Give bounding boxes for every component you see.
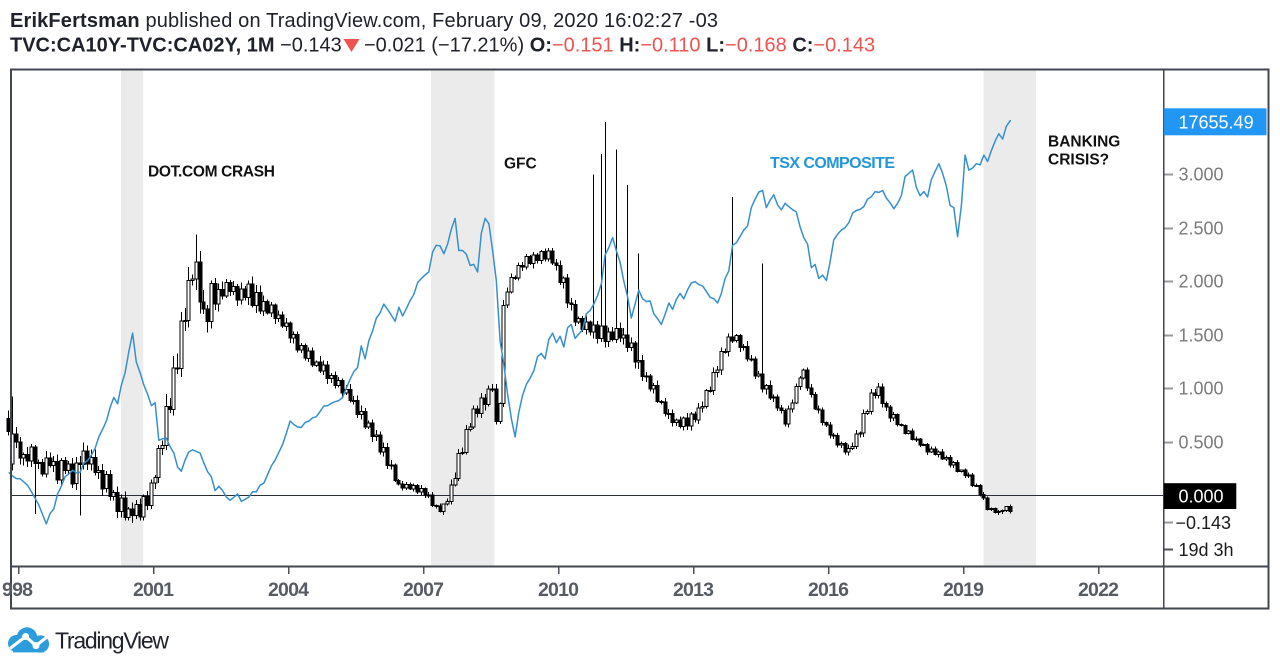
svg-text:2007: 2007 <box>403 579 444 601</box>
svg-text:2.000: 2.000 <box>1179 272 1224 292</box>
svg-text:−0.143: −0.143 <box>1176 513 1232 533</box>
svg-text:ErikFertsman published on Trad: ErikFertsman published on TradingView.co… <box>10 10 718 32</box>
svg-text:DOT.COM CRASH: DOT.COM CRASH <box>148 164 275 181</box>
svg-text:CRISIS?: CRISIS? <box>1048 152 1109 169</box>
svg-text:0.500: 0.500 <box>1179 433 1224 453</box>
svg-text:2022: 2022 <box>1078 579 1119 601</box>
svg-text:2001: 2001 <box>133 579 174 601</box>
svg-text:2016: 2016 <box>808 579 849 601</box>
svg-text:998: 998 <box>2 579 33 601</box>
svg-text:2010: 2010 <box>538 579 579 601</box>
svg-text:2004: 2004 <box>268 579 309 601</box>
svg-text:BANKING: BANKING <box>1048 134 1120 151</box>
svg-text:0.000: 0.000 <box>1179 487 1224 507</box>
svg-text:2.500: 2.500 <box>1179 219 1224 239</box>
svg-text:TSX COMPOSITE: TSX COMPOSITE <box>770 155 895 172</box>
svg-text:2019: 2019 <box>943 579 984 601</box>
svg-text:1.000: 1.000 <box>1179 379 1224 399</box>
svg-text:GFC: GFC <box>504 156 537 173</box>
svg-text:2013: 2013 <box>673 579 714 601</box>
svg-text:19d 3h: 19d 3h <box>1179 540 1234 560</box>
svg-text:−0.021 (−17.21%) O:−0.151 H:−: −0.021 (−17.21%) O:−0.151 H:−0.110 L:−0.… <box>364 34 875 56</box>
svg-text:17655.49: 17655.49 <box>1179 113 1254 133</box>
svg-text:TradingView: TradingView <box>55 628 169 654</box>
svg-text:1.500: 1.500 <box>1179 326 1224 346</box>
svg-text:3.000: 3.000 <box>1179 165 1224 185</box>
svg-text:TVC:CA10Y-TVC:CA02Y, 1M −0.14: TVC:CA10Y-TVC:CA02Y, 1M −0.143 <box>10 34 342 56</box>
